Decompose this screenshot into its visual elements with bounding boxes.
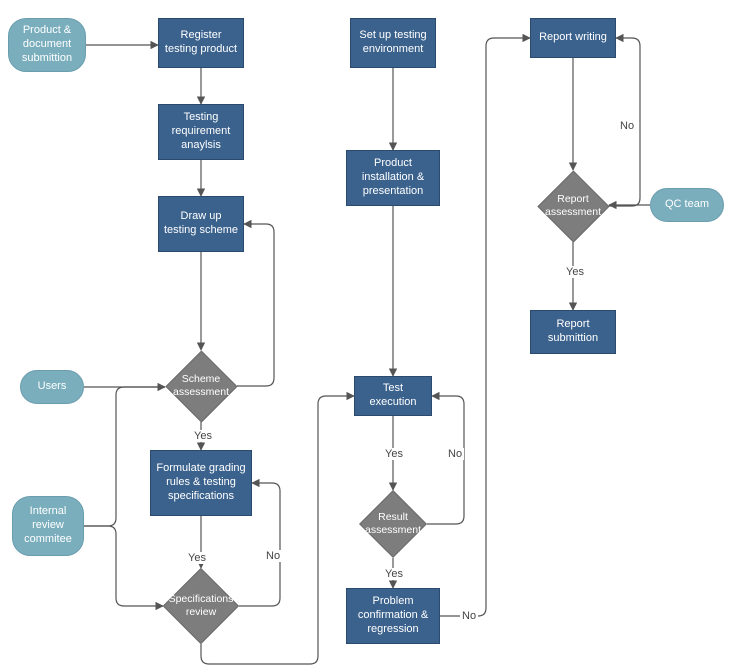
label-problem-no: No bbox=[460, 610, 478, 622]
terminal-users: Users bbox=[20, 370, 84, 404]
decision-spec: Specifications review bbox=[163, 568, 239, 644]
label-result-yes: Yes bbox=[383, 568, 405, 580]
terminal-submit: Product & document submittion bbox=[8, 18, 86, 72]
process-report: Report writing bbox=[530, 18, 616, 58]
edges-layer bbox=[0, 0, 734, 671]
process-formulate: Formulate grading rules & testing specif… bbox=[150, 450, 252, 516]
label-scheme-yes: Yes bbox=[192, 430, 214, 442]
decision-report: Report assessment bbox=[537, 170, 609, 242]
decision-result: Result assessment bbox=[359, 490, 427, 558]
terminal-qc: QC team bbox=[650, 188, 724, 222]
process-req: Testing requirement anaylsis bbox=[158, 104, 244, 160]
process-exec: Test execution bbox=[354, 376, 432, 416]
decision-scheme: Scheme assessment bbox=[165, 350, 237, 422]
process-setup: Set up testing environment bbox=[350, 18, 436, 68]
label-exec-yes: Yes bbox=[383, 448, 405, 460]
process-scheme: Draw up testing scheme bbox=[158, 196, 244, 252]
process-submit: Report submittion bbox=[530, 310, 616, 354]
label-report-no: No bbox=[618, 120, 636, 132]
label-report-yes: Yes bbox=[564, 266, 586, 278]
process-problem: Problem confirmation & regression bbox=[346, 588, 440, 644]
label-result-no: No bbox=[446, 448, 464, 460]
process-install: Product installation & presentation bbox=[346, 150, 440, 206]
label-spec-no: No bbox=[264, 550, 282, 562]
process-register: Register testing product bbox=[158, 18, 244, 68]
terminal-committee: Internal review commitee bbox=[12, 496, 84, 556]
label-spec-yes: Yes bbox=[186, 552, 208, 564]
